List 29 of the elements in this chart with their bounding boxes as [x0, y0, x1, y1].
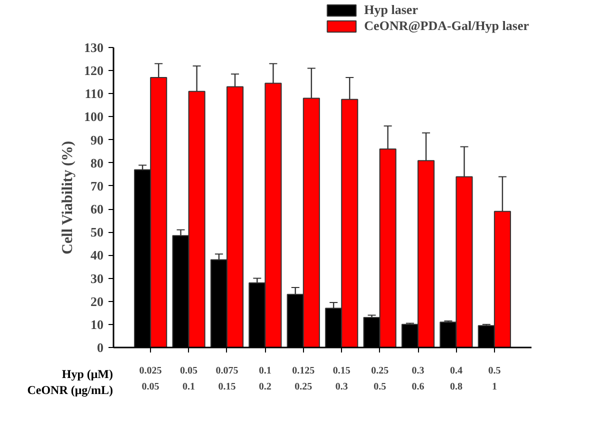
y-tick-label: 120: [84, 63, 104, 78]
y-tick-label: 130: [84, 40, 104, 55]
y-tick-label: 70: [90, 178, 104, 194]
y-tick-label: 30: [90, 270, 104, 286]
legend-label: CeONR@PDA-Gal/Hyp laser: [364, 18, 529, 34]
category-label: 0.05 0.1: [180, 366, 198, 392]
y-axis-title: Cell Viability (%): [60, 140, 76, 254]
y-tick-label: 80: [90, 155, 104, 170]
category-label: 0.1 0.2: [258, 366, 272, 392]
y-tick-label: 10: [90, 316, 104, 332]
text: Hyp (μM): [62, 366, 113, 383]
category-label: 0.025 0.05: [139, 366, 162, 392]
y-tick-label: 40: [90, 248, 104, 263]
y-tick-label: 50: [90, 224, 104, 240]
y-tick-label: 20: [90, 294, 104, 309]
category-label: 0.3 0.6: [412, 366, 424, 392]
y-tick-label: 0: [97, 340, 104, 355]
category-label: 0.15 0.3: [332, 366, 350, 392]
category-label: 0.125 0.25: [292, 366, 315, 392]
y-tick-label: 60: [90, 202, 104, 217]
category-label: 0.4 0.8: [450, 366, 462, 392]
y-tick-label: 100: [84, 109, 104, 124]
category-label: 0.075 0.15: [216, 366, 238, 392]
text: CeONR (μg/mL): [27, 382, 113, 399]
legend-label: Hyp laser: [364, 2, 418, 18]
y-tick-label: 110: [84, 86, 104, 102]
y-tick-label: 90: [90, 132, 104, 148]
category-label: 0.5 1: [488, 366, 501, 392]
category-label: 0.25 0.5: [371, 366, 389, 392]
